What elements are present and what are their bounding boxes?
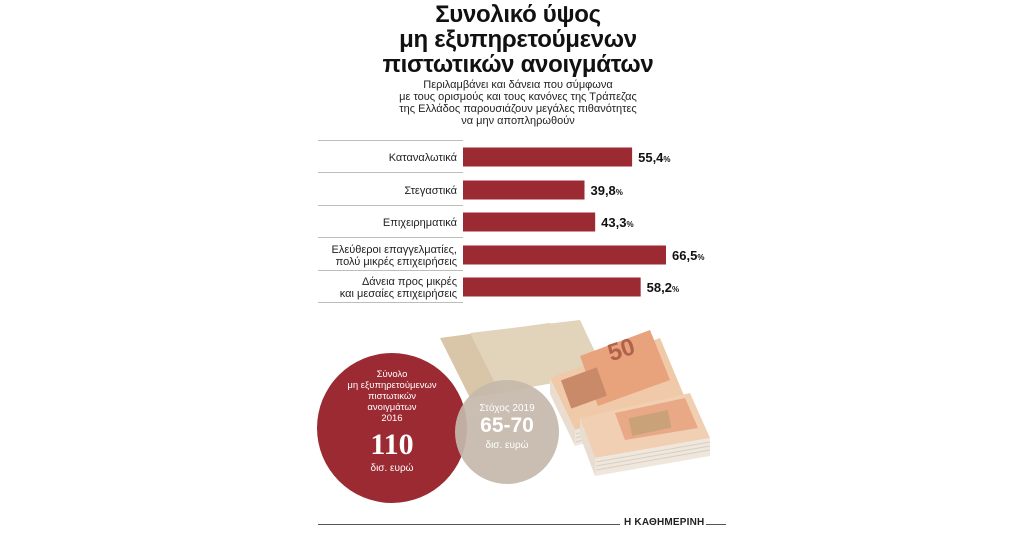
- subtitle-line-4: να μην αποπληρωθούν: [461, 115, 575, 127]
- chart-title: Συνολικό ύψος μη εξυπηρετούμενων πιστωτι…: [318, 2, 718, 77]
- bar: [463, 245, 666, 265]
- bar: [463, 277, 641, 297]
- subtitle-line-3: της Ελλάδος παρουσιάζουν μεγάλες πιθανότ…: [399, 103, 637, 115]
- title-line-2: μη εξυπηρετούμενων: [399, 26, 637, 53]
- total-label-line-3: πιστωτικών: [367, 391, 417, 402]
- category-label: Δάνεια προς μικρές: [362, 276, 457, 288]
- title-line-3: πιστωτικών ανοιγμάτων: [382, 51, 654, 78]
- bar: [463, 212, 596, 232]
- bar: [463, 147, 633, 167]
- target-unit: δισ. ευρώ: [485, 440, 529, 451]
- total-label: Σύνολο μη εξυπηρετούμενων πιστωτικών ανο…: [317, 369, 467, 424]
- banknotes-illustration: 50: [440, 320, 711, 476]
- subtitle-line-2: με τους ορισμούς και τους κανόνες της Τρ…: [399, 91, 637, 103]
- category-label: Ελεύθεροι επαγγελματίες,: [331, 244, 457, 256]
- category-label: Επιχειρηματικά: [383, 217, 458, 229]
- category-label: πολύ μικρές επιχειρήσεις: [336, 256, 457, 268]
- bar-chart: Καταναλωτικά 55,4% Στεγαστικά 39,8% Επιχειρη…: [318, 140, 704, 303]
- total-label-line-4: ανοιγμάτων: [367, 402, 417, 413]
- target-circle: Στόχος 2019 65-70 δισ. ευρώ: [455, 380, 559, 484]
- total-label-line-1: Σύνολο: [376, 369, 408, 380]
- value-label: 58,2%: [647, 280, 679, 295]
- total-npl-circle: Σύνολο μη εξυπηρετούμενων πιστωτικών ανο…: [317, 353, 467, 503]
- value-label: 43,3%: [601, 215, 633, 230]
- value-label: 39,8%: [590, 183, 622, 198]
- total-unit: δισ. ευρώ: [370, 463, 414, 474]
- value-label: 66,5%: [672, 248, 704, 263]
- total-label-line-2: μη εξυπηρετούμενων: [347, 380, 437, 391]
- target-value: 65-70: [480, 414, 534, 437]
- chart-subtitle: Περιλαμβάνει και δάνεια που σύμφωνα με τ…: [318, 79, 718, 127]
- target-label: Στόχος 2019: [479, 403, 535, 414]
- title-line-1: Συνολικό ύψος: [435, 1, 601, 28]
- category-label: και μεσαίες επιχειρήσεις: [340, 288, 457, 300]
- total-label-line-5: 2016: [381, 413, 403, 424]
- publisher-credit: Η ΚΑΘΗΜΕΡΙΝΗ: [620, 517, 707, 528]
- total-value: 110: [370, 428, 414, 461]
- subtitle-line-1: Περιλαμβάνει και δάνεια που σύμφωνα: [423, 79, 613, 91]
- value-label: 55,4%: [638, 150, 670, 165]
- bar: [463, 180, 585, 200]
- bottom-divider: [318, 524, 726, 525]
- category-label: Στεγαστικά: [404, 185, 457, 197]
- category-label: Καταναλωτικά: [389, 152, 458, 164]
